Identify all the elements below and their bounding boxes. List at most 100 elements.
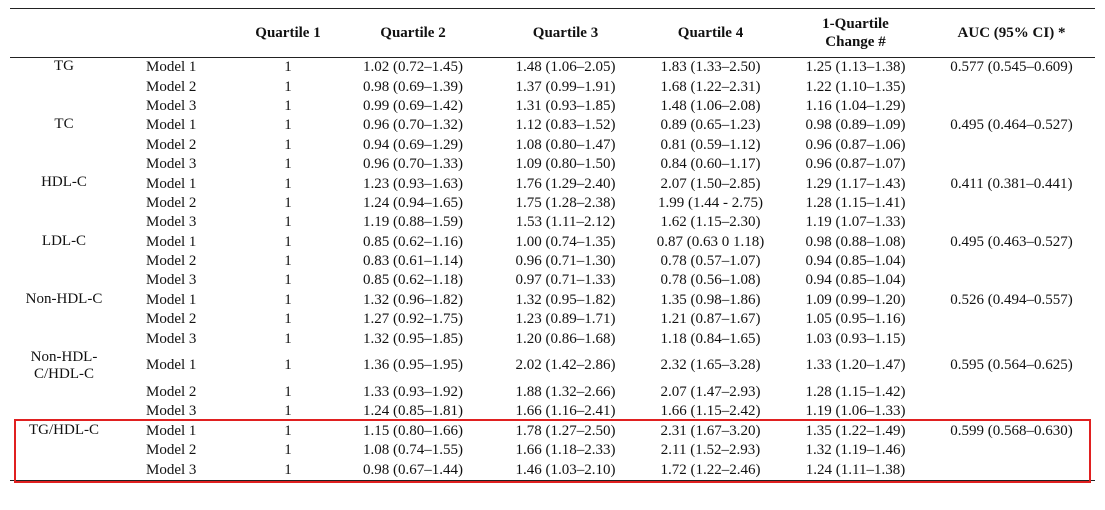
table-cell: 1 bbox=[284, 357, 292, 374]
group-label bbox=[10, 310, 118, 329]
header-cell: Quartile 3 bbox=[493, 8, 638, 58]
group-label bbox=[10, 271, 118, 290]
table-cell bbox=[928, 329, 1095, 348]
model-label: Model 2 bbox=[146, 311, 197, 328]
model-label: Model 3 bbox=[146, 403, 197, 420]
table-cell: 1.83 (1.33–2.50) bbox=[660, 59, 761, 76]
model-label: Model 3 bbox=[146, 330, 197, 347]
table-row: TC Model 1 1 0.96 (0.70–1.32) 1.12 (0.83–1.5… bbox=[10, 116, 1095, 135]
table-cell bbox=[928, 383, 1095, 402]
table-cell: 1.21 (0.87–1.67) bbox=[660, 311, 761, 328]
table-cell: 1.28 (1.15–1.41) bbox=[805, 194, 906, 211]
table-cell: 1.12 (0.83–1.52) bbox=[515, 117, 616, 134]
table-cell: 1.22 (1.10–1.35) bbox=[805, 78, 906, 95]
table-cell: 1 bbox=[284, 272, 292, 289]
table-row: Model 2 1 0.83 (0.61–1.14) 0.96 (0.71–1.30)… bbox=[10, 252, 1095, 271]
table-cell: 1 bbox=[284, 194, 292, 211]
table-cell: 1.27 (0.92–1.75) bbox=[363, 311, 463, 328]
model-label: Model 1 bbox=[146, 175, 197, 192]
table-cell: 0.98 (0.67–1.44) bbox=[363, 461, 463, 478]
table-row: HDL-C Model 1 1 1.23 (0.93–1.63) 1.76 (1.29–… bbox=[10, 174, 1095, 193]
table-cell: 1.05 (0.95–1.16) bbox=[805, 311, 906, 328]
table-cell: 0.78 (0.56–1.08) bbox=[660, 272, 761, 289]
table-cell: 1.33 (0.93–1.92) bbox=[363, 384, 463, 401]
table-cell: 0.78 (0.57–1.07) bbox=[660, 253, 761, 270]
table-row: TG/HDL-C Model 1 1 1.15 (0.80–1.66) 1.78 (1.… bbox=[10, 422, 1095, 441]
table-cell: 1 bbox=[284, 156, 292, 173]
table-cell: 1.32 (0.95–1.82) bbox=[515, 291, 616, 308]
model-label: Model 2 bbox=[146, 194, 197, 211]
table-cell: 1.09 (0.99–1.20) bbox=[805, 291, 906, 308]
model-label: Model 2 bbox=[146, 78, 197, 95]
table-cell: 1.19 (1.06–1.33) bbox=[805, 403, 906, 420]
group-label bbox=[10, 155, 118, 174]
table-cell: 0.99 (0.69–1.42) bbox=[363, 97, 463, 114]
table-cell: 0.495 (0.464–0.527) bbox=[950, 117, 1073, 134]
table-cell: 1.09 (0.80–1.50) bbox=[515, 156, 616, 173]
table-cell: 1 bbox=[284, 253, 292, 270]
header-row: Quartile 1 Quartile 2 Quartile 3 Quartil… bbox=[10, 8, 1095, 58]
table-cell bbox=[928, 310, 1095, 329]
table-cell: 0.98 (0.88–1.08) bbox=[805, 233, 906, 250]
table-row: Model 2 1 0.98 (0.69–1.39) 1.37 (0.99–1.91)… bbox=[10, 77, 1095, 96]
table-body: TG Model 1 1 1.02 (0.72–1.45) 1.48 (1.06–2.0… bbox=[10, 58, 1095, 481]
header-cell: Quartile 2 bbox=[333, 8, 493, 58]
table-cell: 1.24 (0.94–1.65) bbox=[363, 194, 463, 211]
table-cell: 2.32 (1.65–3.28) bbox=[660, 357, 761, 374]
table-cell: 0.595 (0.564–0.625) bbox=[950, 357, 1073, 374]
table-cell: 1 bbox=[284, 78, 292, 95]
table-cell: 1.08 (0.80–1.47) bbox=[515, 136, 616, 153]
table-cell: 0.87 (0.63 0 1.18) bbox=[656, 233, 765, 250]
table-cell: 1.19 (0.88–1.59) bbox=[363, 214, 463, 231]
table-cell: 1.35 (0.98–1.86) bbox=[660, 291, 761, 308]
table-cell: 0.96 (0.87–1.06) bbox=[805, 136, 906, 153]
highlight-box bbox=[14, 418, 1091, 484]
table-cell: 1.48 (1.06–2.05) bbox=[515, 59, 616, 76]
model-label: Model 3 bbox=[146, 214, 197, 231]
table-cell: 0.495 (0.463–0.527) bbox=[950, 233, 1073, 250]
header-cell: Quartile 1 bbox=[243, 8, 333, 58]
table-row: Non-HDL-C Model 1 1 1.32 (0.96–1.82) 1.32 (0… bbox=[10, 291, 1095, 310]
table-cell: 1.19 (1.07–1.33) bbox=[805, 214, 906, 231]
table-cell bbox=[928, 252, 1095, 271]
table-cell: 1.62 (1.15–2.30) bbox=[660, 214, 761, 231]
header-cell: Quartile 4 bbox=[638, 8, 783, 58]
table-row: LDL-C Model 1 1 0.85 (0.62–1.16) 1.00 (0.74–… bbox=[10, 233, 1095, 252]
table-cell: 1 bbox=[284, 311, 292, 328]
model-label: Model 1 bbox=[146, 357, 197, 374]
table-cell: 0.81 (0.59–1.12) bbox=[660, 136, 761, 153]
group-label: Non-HDL-C bbox=[25, 290, 103, 307]
table-cell: 1.99 (1.44 - 2.75) bbox=[658, 194, 763, 211]
table-cell: 1 bbox=[284, 175, 292, 192]
table-cell: 1.66 (1.16–2.41) bbox=[515, 403, 616, 420]
table-cell: 1.20 (0.86–1.68) bbox=[515, 330, 616, 347]
table-cell: 0.85 (0.62–1.18) bbox=[363, 272, 463, 289]
group-label bbox=[10, 77, 118, 96]
table-cell: 0.83 (0.61–1.14) bbox=[363, 253, 463, 270]
table-cell bbox=[928, 213, 1095, 232]
table-cell bbox=[928, 155, 1095, 174]
table-cell: 1.25 (1.13–1.38) bbox=[805, 59, 906, 76]
table-cell: 1.03 (0.93–1.15) bbox=[805, 330, 906, 347]
table-cell: 1.23 (0.89–1.71) bbox=[515, 311, 616, 328]
table-cell: 1 bbox=[284, 461, 292, 478]
group-label: LDL-C bbox=[41, 232, 87, 249]
table-row: Non-HDL-C/HDL-C Model 1 1 1.36 (0.95–1.95) 2… bbox=[10, 349, 1095, 383]
table-cell: 0.98 (0.89–1.09) bbox=[805, 117, 906, 134]
table-cell: 1.46 (1.03–2.10) bbox=[515, 461, 616, 478]
model-label: Model 3 bbox=[146, 97, 197, 114]
table-cell: 2.31 (1.67–3.20) bbox=[660, 422, 761, 439]
table-row: Model 3 1 1.19 (0.88–1.59) 1.53 (1.11–2.12)… bbox=[10, 213, 1095, 232]
table-cell: 1.33 (1.20–1.47) bbox=[805, 357, 906, 374]
group-label bbox=[10, 383, 118, 402]
model-label: Model 1 bbox=[146, 291, 197, 308]
table-cell: 1 bbox=[284, 233, 292, 250]
table-row: Model 3 1 0.99 (0.69–1.42) 1.31 (0.93–1.85)… bbox=[10, 97, 1095, 116]
table-cell: 2.07 (1.50–2.85) bbox=[660, 175, 761, 192]
table-cell: 0.411 (0.381–0.441) bbox=[950, 175, 1073, 192]
table-row: Model 2 1 1.27 (0.92–1.75) 1.23 (0.89–1.71)… bbox=[10, 310, 1095, 329]
group-label bbox=[10, 213, 118, 232]
table-cell: 0.96 (0.71–1.30) bbox=[515, 253, 616, 270]
table-cell: 1.24 (0.85–1.81) bbox=[363, 403, 463, 420]
table-cell bbox=[928, 97, 1095, 116]
